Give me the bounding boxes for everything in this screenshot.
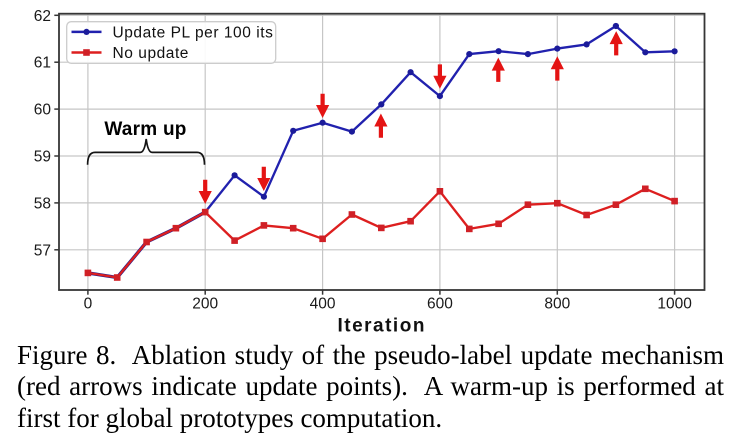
svg-text:58: 58 (34, 195, 51, 212)
svg-text:61: 61 (34, 55, 51, 72)
svg-text:59: 59 (34, 149, 51, 166)
svg-text:Update PL per 100 its: Update PL per 100 its (113, 24, 274, 41)
svg-text:1000: 1000 (657, 295, 692, 312)
svg-text:62: 62 (34, 8, 51, 25)
svg-text:400: 400 (310, 295, 336, 312)
svg-text:200: 200 (192, 295, 218, 312)
svg-text:No update: No update (113, 45, 189, 62)
svg-text:57: 57 (34, 242, 51, 259)
svg-text:60: 60 (34, 102, 52, 119)
svg-text:Warm up: Warm up (104, 119, 186, 140)
svg-text:Iteration: Iteration (337, 316, 425, 337)
svg-text:800: 800 (544, 295, 570, 312)
svg-text:600: 600 (427, 295, 453, 312)
svg-text:0: 0 (84, 295, 93, 312)
